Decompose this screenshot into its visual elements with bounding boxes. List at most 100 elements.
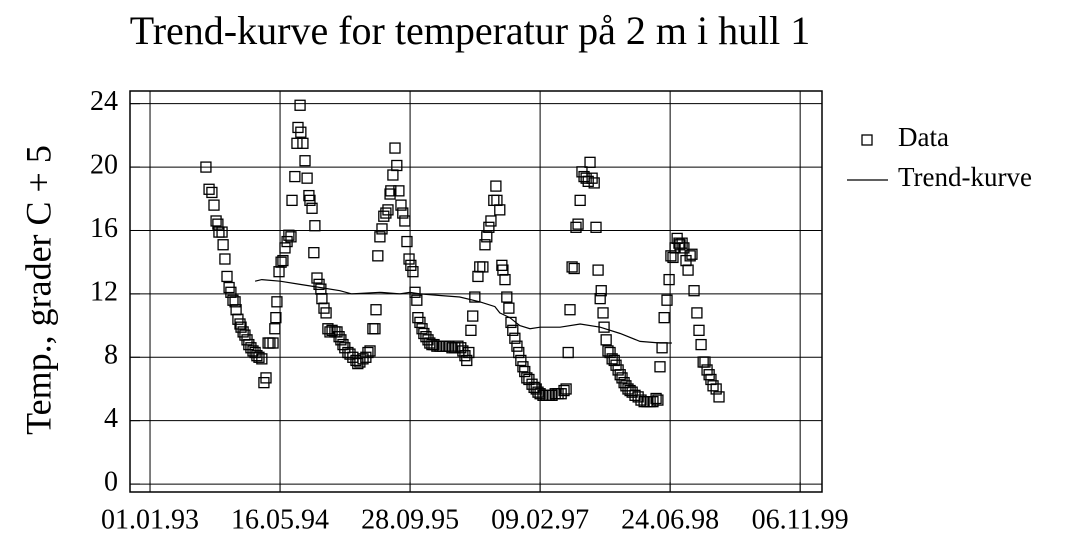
data-point [650,392,662,405]
data-point [494,204,506,216]
data-point [286,194,298,207]
data-point [472,270,484,283]
data-point [291,137,303,149]
x-tick-label: 16.05.94 [231,504,329,535]
data-point [509,332,521,344]
data-point [479,239,491,251]
data-point [684,250,696,262]
data-point [562,346,574,359]
data-point [465,324,477,336]
data-point [467,310,479,322]
data-point [260,372,272,384]
data-point [622,383,634,395]
data-point [663,273,675,286]
legend-marker [861,134,873,146]
x-tick-label: 01.01.93 [101,504,199,535]
data-point [391,159,403,172]
data-point [382,204,394,216]
data-point [299,155,311,167]
data-point [283,229,295,241]
data-point [364,345,376,357]
y-tick-label: 8 [104,340,118,371]
data-point [372,250,384,262]
data-point [614,369,626,381]
data-point [217,239,229,251]
data-point [449,342,461,354]
data-point [234,318,246,330]
trend-line [254,278,672,344]
data-point [688,285,700,297]
data-point [519,365,531,378]
plot-frame [129,90,823,493]
data-point [686,248,698,260]
data-point [384,188,396,200]
data-point [414,316,426,329]
data-point [490,180,502,192]
data-point [594,292,606,305]
data-point [592,264,604,276]
data-point [477,261,489,273]
data-point [695,338,707,351]
data-point [574,194,586,207]
data-point [407,266,419,278]
data-point [674,239,686,251]
data-point [208,199,220,211]
data-point [275,256,287,268]
data-point [267,337,279,349]
data-point [203,183,215,195]
legend-label: Trend-kurve [898,162,1032,192]
data-point [483,221,495,233]
data-point [491,194,503,207]
data-point [344,348,356,360]
data-point [443,340,455,352]
data-point [385,185,397,197]
data-point [503,302,515,314]
data-point [378,210,390,222]
data-point [469,291,481,303]
data-point [566,261,578,273]
data-point [316,292,328,305]
data-point [656,342,668,354]
data-point [210,215,222,227]
data-point [501,291,513,303]
data-point [393,185,405,197]
y-tick-label: 16 [90,213,118,244]
data-point [306,202,318,214]
data-point [678,242,690,254]
data-point [606,353,618,365]
data-point [507,324,519,336]
data-point [682,264,694,276]
data-point [271,296,283,308]
x-tick-label: 06.11.99 [752,504,849,535]
y-tick-label: 20 [90,150,118,181]
data-point [600,334,612,346]
data-point [713,391,725,403]
y-tick-label: 12 [90,276,118,307]
data-point [376,223,388,235]
data-point [295,126,307,138]
data-point [216,226,228,238]
data-point [273,266,285,278]
data-point [399,215,411,227]
data-point [403,253,415,265]
data-point [270,312,282,324]
data-point [253,351,265,363]
data-point [597,307,609,319]
data-point [488,194,500,207]
data-point [485,215,497,227]
data-point [294,99,306,111]
data-point [652,394,664,406]
data-point [380,207,392,219]
data-point [513,346,525,359]
chart-title: Trend-kurve for temperatur på 2 m i hull… [130,8,811,53]
y-tick-label: 4 [104,403,118,434]
data-point [420,331,432,343]
data-point [206,186,218,199]
y-axis-label: Temp., grader C + 5 [18,145,58,435]
data-point [568,262,580,275]
data-point [595,285,607,297]
data-point [710,383,722,395]
data-point [582,175,594,187]
